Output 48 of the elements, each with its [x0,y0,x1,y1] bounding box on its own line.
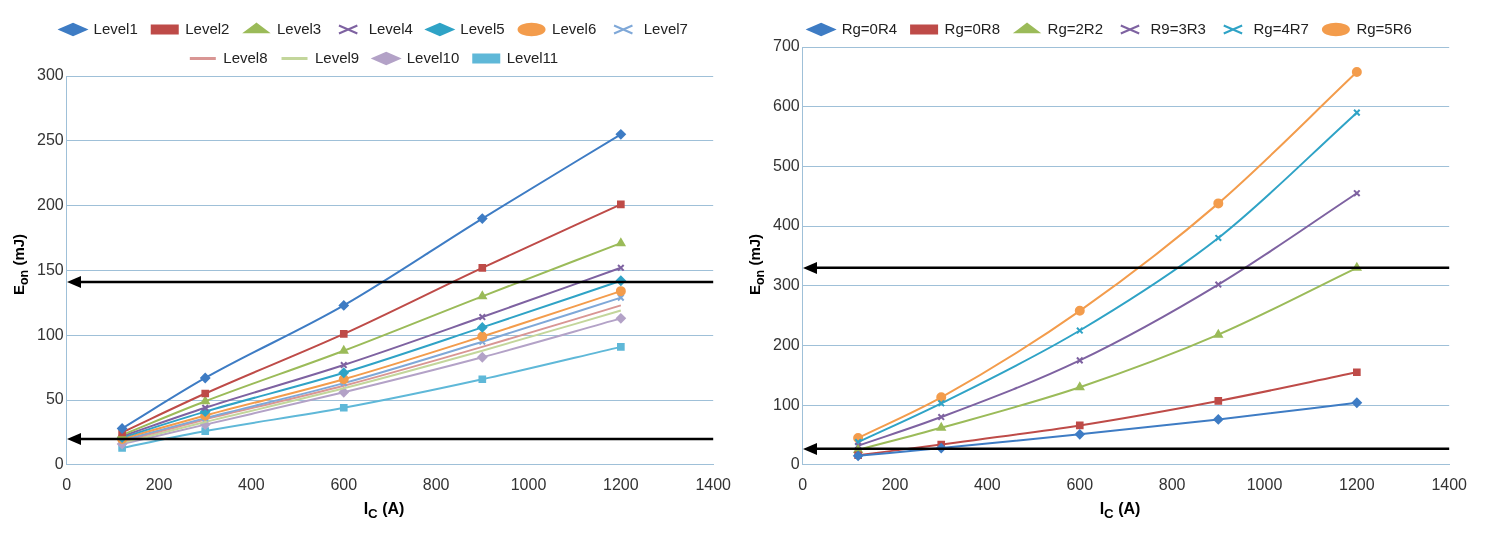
x-tick-label: 1400 [695,475,732,493]
y-tick-label: 150 [36,260,64,278]
y-tick-label: 300 [36,66,64,84]
y-tick-label: 250 [36,131,64,149]
y-tick-label: 100 [772,395,800,413]
y-tick-label: 0 [790,455,800,473]
legend-label: Level3 [276,19,322,37]
legend-label: R9=3R3 [1150,19,1206,37]
legend-label: Level7 [643,19,688,37]
y-tick-label: 500 [772,156,800,174]
legend-label: Level4 [368,19,413,37]
legend-label: Level11 [506,48,559,66]
legend-label: Level10 [406,48,460,66]
x-tick-label: 200 [145,475,173,493]
y-tick-label: 200 [36,196,64,214]
y-tick-label: 600 [772,97,800,115]
y-tick-label: 700 [772,37,800,55]
x-tick-label: 400 [238,475,265,493]
legend-label: Level8 [223,48,268,66]
legend-label: Rg=0R8 [944,19,1001,37]
legend-label: Rg=5R6 [1356,19,1412,37]
legend-label: Level6 [552,19,597,37]
legend-label: Rg=0R4 [841,19,898,37]
x-axis-title: I$_{C}$ (A) [362,500,406,522]
x-tick-label: 400 [974,475,1001,493]
legend-label: Rg=2R2 [1047,19,1103,37]
x-tick-label: 1200 [603,475,639,493]
x-tick-label: 600 [330,475,358,493]
y-tick-label: 0 [54,455,64,473]
x-tick-label: 800 [422,475,450,493]
y-tick-label: 100 [36,325,64,343]
legend-label: Level9 [315,48,360,66]
y-tick-label: 50 [45,390,64,408]
x-tick-label: 1400 [1431,475,1468,493]
x-axis-title: I$_{C}$ (A) [1098,500,1142,522]
legend-label: Level1 [93,19,138,37]
x-tick-label: 1000 [510,475,547,493]
y-tick-label: 200 [772,335,800,353]
x-tick-label: 1000 [1246,475,1283,493]
x-tick-label: 800 [1158,475,1186,493]
legend-label: Level5 [460,19,505,37]
legend-label: Rg=4R7 [1253,19,1309,37]
y-tick-label: 400 [772,216,800,234]
y-tick-label: 300 [772,276,800,294]
legend-label: Level2 [185,19,230,37]
x-tick-label: 200 [881,475,909,493]
x-tick-label: 1200 [1339,475,1375,493]
x-tick-label: 600 [1066,475,1094,493]
